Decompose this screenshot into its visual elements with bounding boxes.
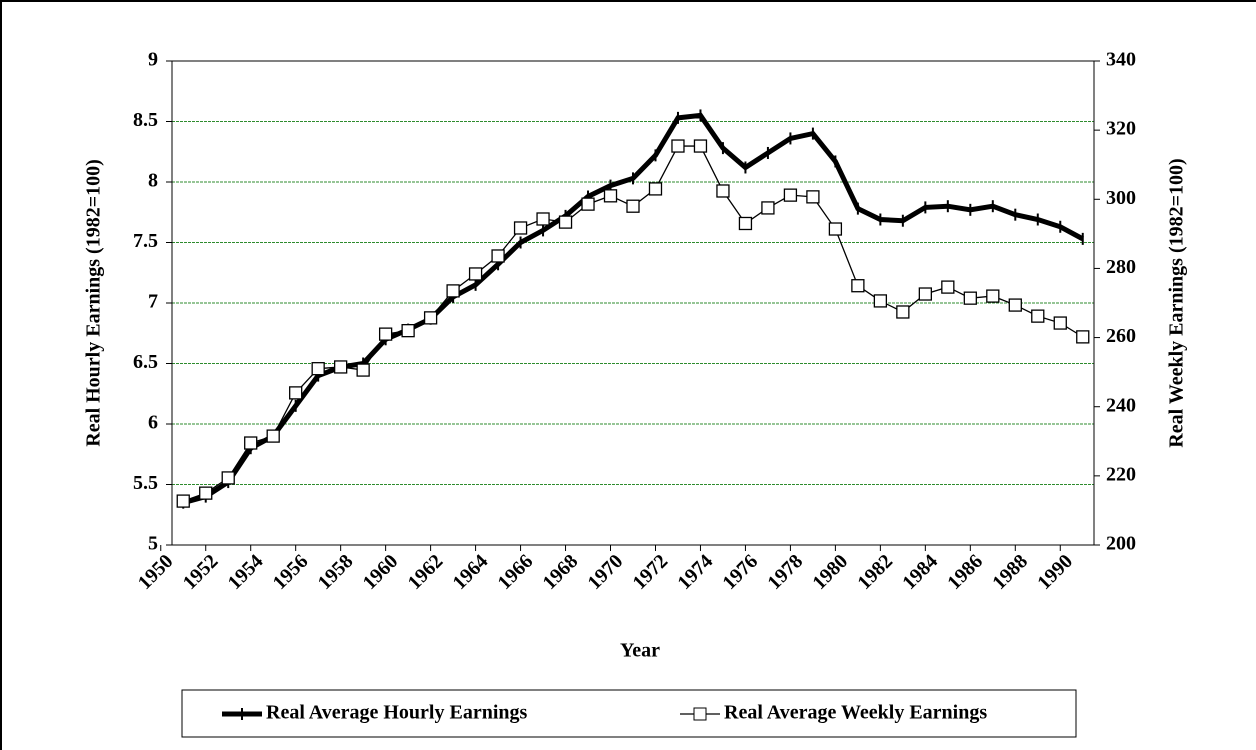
x-axis-title: Year <box>620 640 660 662</box>
point-marker <box>199 486 213 500</box>
point-marker <box>468 267 483 281</box>
y-tick-label: 8.5 <box>133 109 158 131</box>
point-marker <box>289 386 303 400</box>
point-marker <box>806 190 820 204</box>
point-marker <box>446 284 460 298</box>
y-axis-title: Real Hourly Earnings (1982=100) <box>83 159 105 447</box>
y-tick-label: 5.5 <box>133 472 158 494</box>
point-marker <box>423 311 438 325</box>
point-marker <box>738 216 753 231</box>
point-marker <box>693 139 708 153</box>
y2-tick-label: 300 <box>1106 187 1136 209</box>
y-tick-label: 7.5 <box>133 230 158 252</box>
point-marker <box>334 360 348 374</box>
x-tick-label: 1954 <box>224 550 268 594</box>
x-tick-label: 1960 <box>359 550 403 594</box>
x-tick-label: 1982 <box>853 550 897 594</box>
x-tick-label: 1978 <box>763 550 807 594</box>
x-tick-label: 1980 <box>808 550 852 594</box>
y-tick-label: 7 <box>148 291 158 313</box>
point-marker <box>828 222 843 236</box>
y-tick-label: 6 <box>148 412 158 434</box>
point-marker <box>1031 309 1045 323</box>
point-marker <box>491 249 505 263</box>
point-marker <box>671 139 685 153</box>
x-tick-label: 1988 <box>988 550 1032 594</box>
x-tick-label: 1986 <box>943 550 987 594</box>
y2-tick-label: 220 <box>1106 463 1136 485</box>
point-marker <box>356 363 370 377</box>
point-marker <box>603 189 618 203</box>
x-tick-label: 1962 <box>404 550 448 594</box>
y2-tick-label: 320 <box>1106 118 1136 140</box>
x-tick-label: 1964 <box>449 550 493 594</box>
x-tick-label: 1972 <box>628 550 672 594</box>
plot-frame <box>171 60 1095 546</box>
x-tick-label: 1984 <box>898 550 942 594</box>
legend-box <box>181 689 1077 738</box>
point-marker <box>244 436 258 450</box>
x-tick-label: 1956 <box>269 550 313 594</box>
point-marker <box>986 289 1000 303</box>
legend-label: Real Average Weekly Earnings <box>724 702 987 724</box>
point-marker <box>918 287 932 301</box>
point-marker <box>716 184 730 198</box>
point-marker <box>311 362 325 376</box>
y-tick-label: 5 <box>148 533 158 555</box>
x-tick-label: 1974 <box>673 550 717 594</box>
x-tick-label: 1952 <box>179 550 223 594</box>
y2-tick-label: 280 <box>1106 256 1136 278</box>
point-marker <box>648 182 663 196</box>
x-tick-label: 1976 <box>718 550 762 594</box>
point-marker <box>896 305 910 319</box>
x-tick-label: 1990 <box>1033 550 1077 594</box>
point-marker <box>851 279 865 293</box>
point-marker <box>783 188 798 202</box>
point-marker <box>941 280 955 294</box>
x-tick-label: 1966 <box>494 550 538 594</box>
point-marker <box>873 294 888 308</box>
y2-tick-label: 200 <box>1106 533 1136 555</box>
y-tick-label: 9 <box>148 49 158 71</box>
point-marker <box>761 201 775 215</box>
x-tick-label: 1968 <box>538 550 582 594</box>
point-marker <box>1008 298 1022 312</box>
point-marker <box>1076 330 1090 344</box>
y2-axis-title: Real Weekly Earnings (1982=100) <box>1166 158 1188 447</box>
point-marker <box>221 471 235 485</box>
legend-label: Real Average Hourly Earnings <box>266 702 527 724</box>
point-marker <box>266 429 280 443</box>
y2-tick-label: 340 <box>1106 49 1136 71</box>
x-tick-label: 1970 <box>583 550 627 594</box>
point-marker <box>626 199 640 213</box>
series-line <box>183 145 1084 502</box>
legend-marker <box>693 707 707 721</box>
y-tick-label: 8 <box>148 170 158 192</box>
y2-tick-label: 240 <box>1106 394 1136 416</box>
x-tick-label: 1950 <box>134 550 178 594</box>
point-marker <box>378 327 393 341</box>
point-marker <box>513 221 528 235</box>
point-marker <box>558 215 573 229</box>
y2-tick-label: 260 <box>1106 325 1136 347</box>
x-tick-label: 1958 <box>314 550 358 594</box>
point-marker <box>963 291 977 305</box>
point-marker <box>176 494 190 508</box>
point-marker <box>581 197 595 211</box>
point-marker <box>1053 316 1067 330</box>
point-marker <box>401 324 415 338</box>
point-marker <box>536 212 550 226</box>
y-tick-label: 6.5 <box>133 351 158 373</box>
